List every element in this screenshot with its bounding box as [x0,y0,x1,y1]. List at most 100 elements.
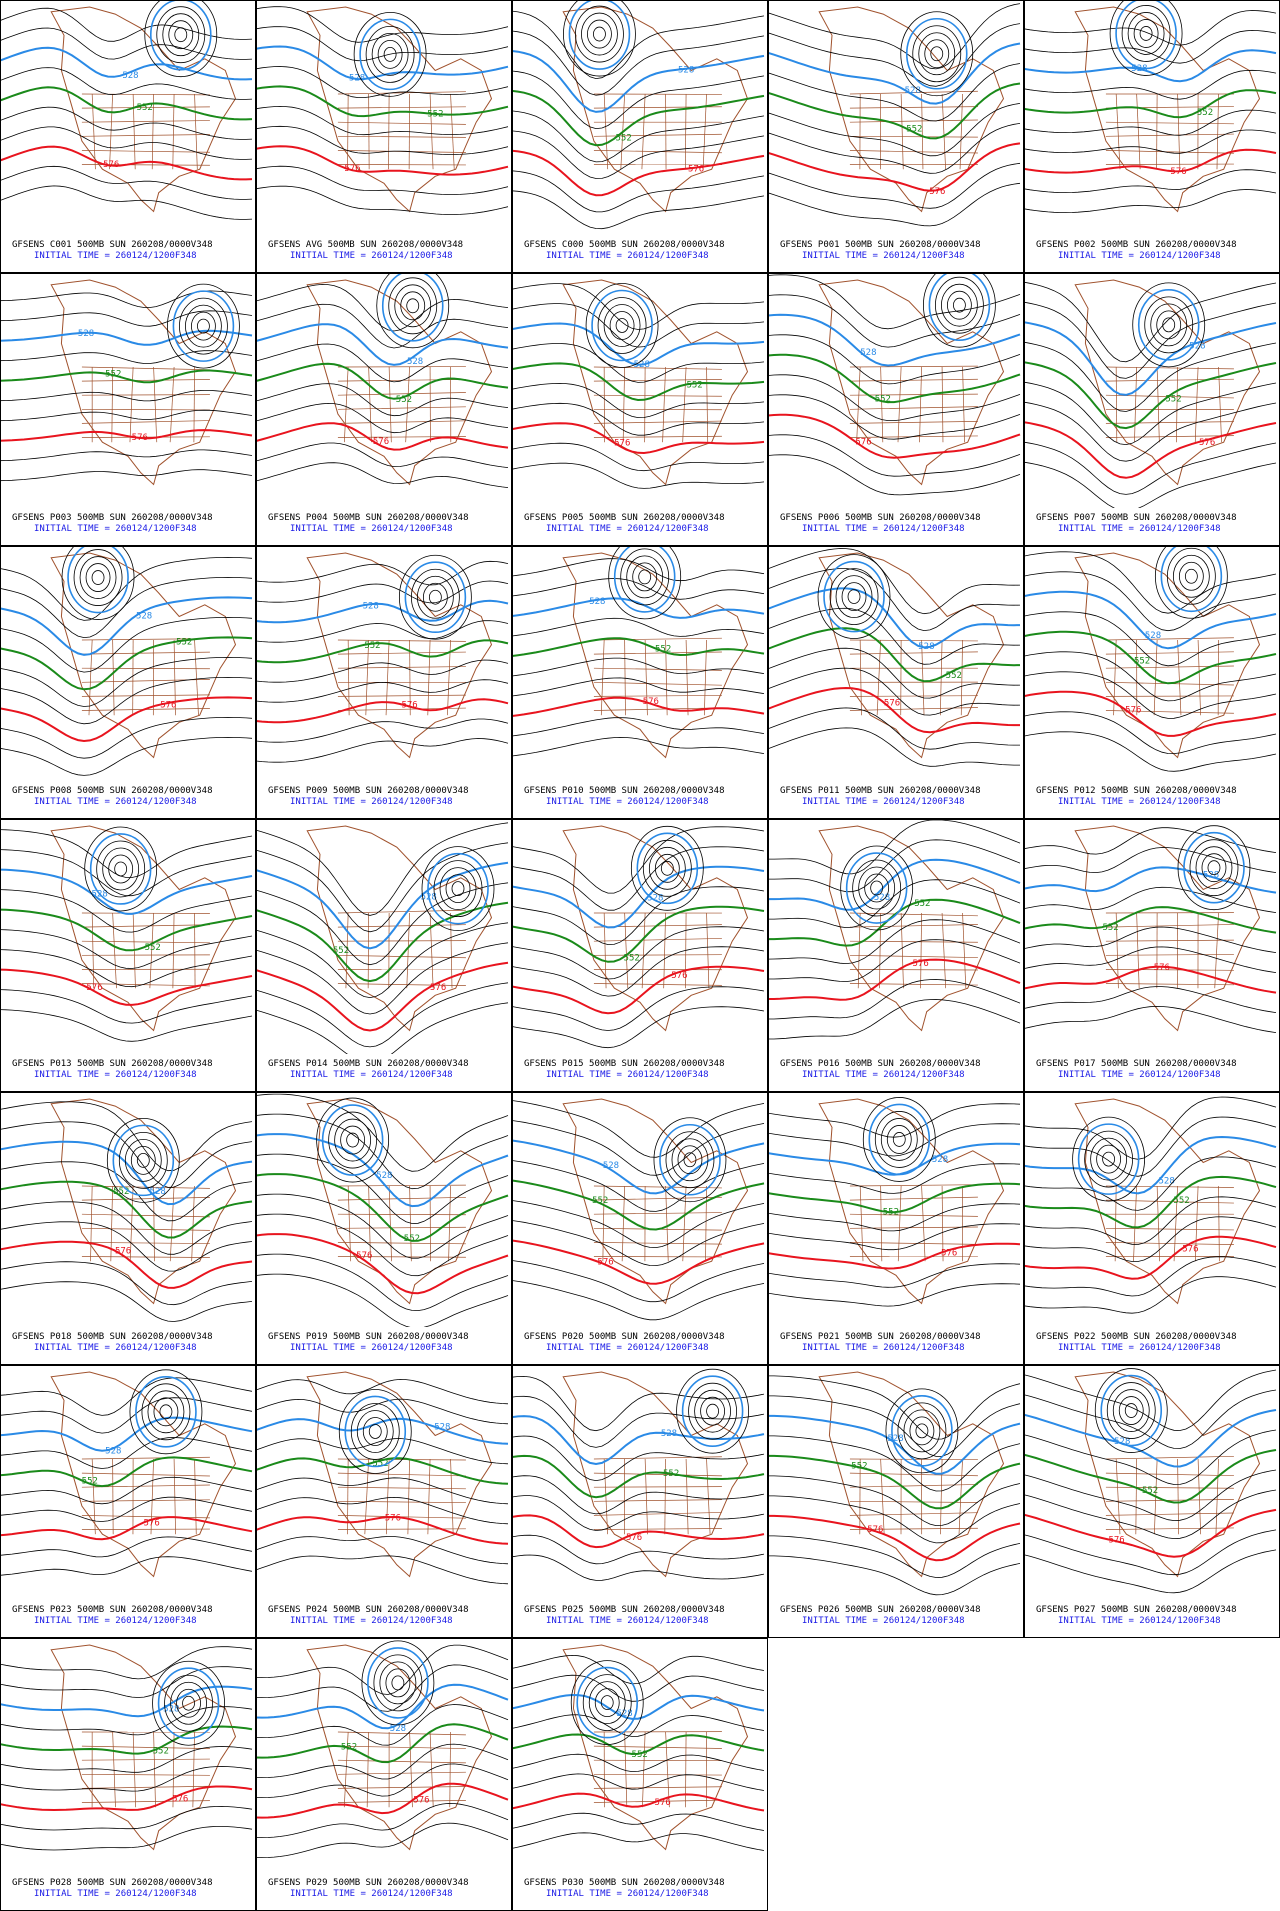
initial-time: INITIAL TIME = 260124/1200F348 [290,797,453,807]
contour [1024,1096,1277,1160]
border [194,912,196,989]
border [941,912,947,989]
contour-552 [1024,906,1277,934]
border [1115,366,1118,443]
border [192,1731,195,1808]
low-contour [112,1124,175,1197]
border [703,639,707,716]
border [448,1185,451,1262]
contour-552 [256,1173,509,1242]
contour-label: 576 [614,439,630,449]
contour [0,1261,253,1306]
contour-552 [0,1180,253,1239]
border [897,366,902,443]
low-contour [406,298,420,314]
low-contour [167,283,240,369]
contour [256,26,509,62]
contour-label: 552 [1165,395,1181,405]
map-panel: 528 552 576 GFSENS P007 500MB SUN 260208/00… [1024,273,1280,546]
border [642,1731,646,1808]
low-contour [182,1695,195,1711]
low-contour [96,840,146,898]
low-contour [359,18,421,91]
border [849,924,978,928]
border [849,378,978,382]
contour [256,1378,509,1405]
contour [0,469,253,482]
panel-title: GFSENS P020 500MB SUN 260208/0000V348 [524,1332,724,1342]
border [81,638,210,641]
contour [0,1377,253,1416]
map-area: 528 552 576 [256,6,509,215]
contour [1024,69,1277,100]
low-contour [1184,568,1198,584]
contour [256,6,509,43]
contour-576 [1024,690,1277,737]
contour [0,165,253,200]
low-contour [1124,1403,1138,1418]
border [849,406,978,410]
coastline [306,552,493,759]
contour [0,1496,253,1522]
low-contour [609,311,635,340]
contour [256,1704,509,1746]
border [849,393,978,396]
low-contour [823,560,885,633]
initial-time: INITIAL TIME = 260124/1200F348 [802,1616,965,1626]
panel-title: GFSENS P016 500MB SUN 260208/0000V348 [780,1059,980,1069]
low-contour [1072,1116,1146,1202]
low-contour [1156,310,1182,340]
coastline [50,1644,237,1851]
contour-528 [256,1133,509,1208]
contour [256,1153,509,1224]
contour [512,343,765,383]
border [347,1185,352,1262]
contour-label: 576 [912,959,928,969]
contour [0,1281,253,1322]
contour [256,738,509,763]
border [337,983,466,987]
map-area: 528 552 576 [0,279,253,486]
contour [512,1832,765,1851]
contour-528 [0,1140,253,1206]
contour [1024,1256,1277,1297]
contour [1024,1369,1277,1431]
low-contour [636,832,699,905]
contour [768,707,1020,750]
map-panel: 528 552 576 GFSENS P003 500MB SUN 260208/00… [0,273,256,546]
contour-label: 528 [390,1724,406,1734]
coastline [50,6,237,213]
contour [768,1435,1021,1492]
panel-title: GFSENS P019 500MB SUN 260208/0000V348 [268,1332,468,1342]
contour [512,1495,765,1531]
map-panel: 528 552 576 GFSENS P005 500MB SUN 260208/00… [512,273,768,546]
low-contour [817,554,891,639]
contour [0,185,253,220]
contour [1024,847,1277,874]
low-contour [1133,19,1159,48]
low-contour [582,1674,632,1731]
contour-label: 552 [1134,657,1150,667]
map-panel: 528 552 576 GFSENS AVG 500MB SUN 260208/000… [256,0,512,273]
panel-border [512,546,768,819]
low-contour [373,1654,423,1712]
border [706,1458,711,1535]
contour-label: 576 [413,1796,429,1806]
panel-title: GFSENS P015 500MB SUN 260208/0000V348 [524,1059,724,1069]
low-contour [880,1118,918,1161]
low-contour [170,1681,207,1725]
initial-time: INITIAL TIME = 260124/1200F348 [34,251,197,261]
map-area: 528 552 576 [768,273,1021,496]
low-contour [858,866,896,910]
contour-552 [512,1733,765,1756]
border [941,1185,944,1262]
border [337,392,466,396]
border [593,1472,722,1477]
border [81,436,210,438]
low-contour [410,568,460,626]
panel-border [256,1365,512,1638]
low-contour [903,1409,941,1453]
border [132,1731,137,1808]
contour [512,170,765,213]
